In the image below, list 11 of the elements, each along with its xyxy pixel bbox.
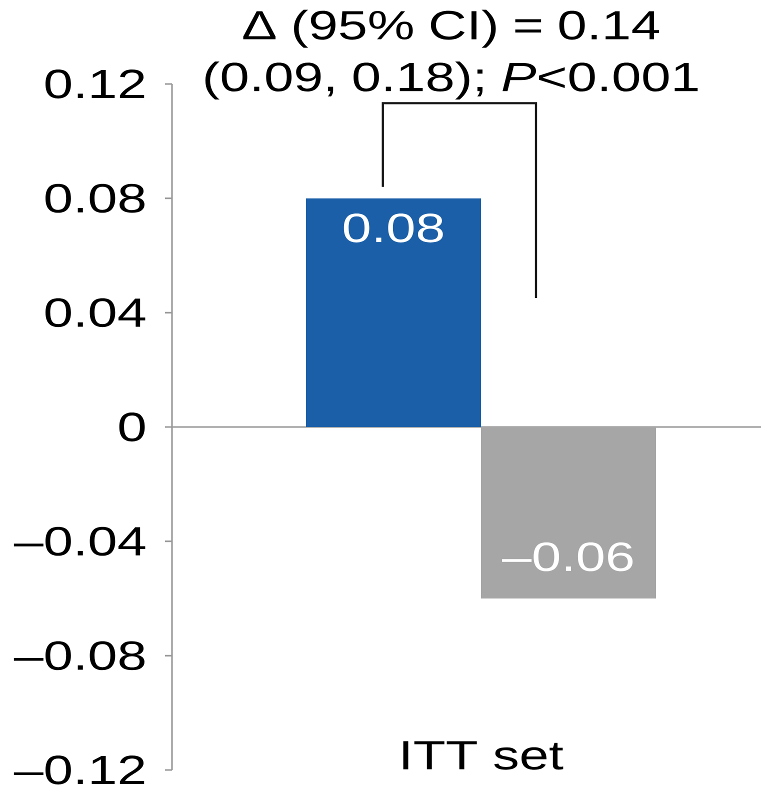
y-tick-label: –0.08 [14,641,144,670]
y-tick-label: 0.12 [46,70,144,98]
y-tick-label: –0.04 [14,526,146,556]
data-label: –0.06 [502,542,633,572]
y-tick-label: 0 [119,412,145,442]
annotation: Δ (95% CI) = 0.14 (0.09, 0.18); P<0.001 [205,10,698,100]
data-label: 0.08 [344,214,443,242]
y-tick-label: 0.08 [46,184,144,213]
y-tick-label: 0.04 [46,298,146,328]
y-tick-label: –0.12 [14,756,144,784]
x-tick-label: ITT set [403,741,564,770]
